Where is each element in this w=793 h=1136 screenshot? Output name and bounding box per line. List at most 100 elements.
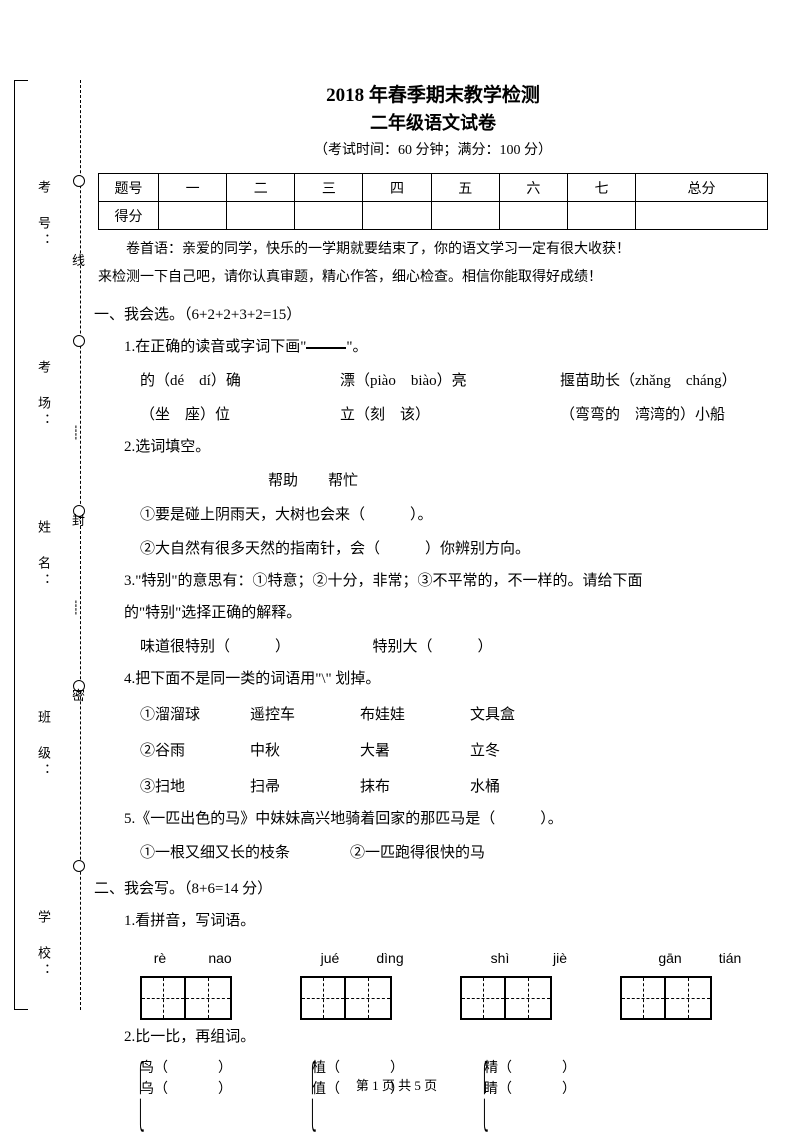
word: 水桶 — [470, 772, 580, 802]
question: 3."特别"的意思有：①特意；②十分，非常；③不平常的，不一样的。请给下面 — [124, 566, 768, 596]
question: 1.看拼音，写词语。 — [124, 906, 768, 936]
question: 2.选词填空。 — [124, 432, 768, 462]
option: 立（刻 该） — [340, 400, 560, 430]
score-cell — [431, 202, 499, 230]
table-row: 得分 — [99, 202, 768, 230]
bracket-icon: ⎧⎩ — [308, 1060, 316, 1136]
q-options-row: 的（dé dí）确 漂（piào biào）亮 揠苗助长（zhǎng cháng… — [140, 366, 768, 396]
bracket-icon: ⎧⎩ — [480, 1060, 488, 1136]
exam-title: 2018 年春季期末教学检测 — [98, 80, 768, 107]
binding-marker: 密 — [72, 685, 85, 704]
option: 的（dé dí）确 — [140, 366, 340, 396]
score-col: 四 — [363, 174, 431, 202]
binding-circle — [73, 335, 85, 347]
question-cont: 的"特别"选择正确的解释。 — [124, 598, 768, 628]
binding-marker: 封 — [72, 510, 85, 529]
score-label: 得分 — [99, 202, 159, 230]
question: 1.在正确的读音或字词下画" "。 — [124, 332, 768, 362]
pinyin: dìng — [370, 944, 410, 972]
score-col: 七 — [567, 174, 635, 202]
question: 4.把下面不是同一类的词语用"\" 划掉。 — [124, 664, 768, 694]
binding-label-id: 考 号： — [34, 180, 53, 250]
pinyin-group: shì jiè — [480, 944, 580, 972]
word: ②谷雨 — [140, 736, 250, 766]
score-cell — [567, 202, 635, 230]
section-2: 二、我会写。（8+6=14 分） 1.看拼音，写词语。 rè nao jué d… — [98, 874, 768, 1100]
word-row: ③扫地 扫帚 抹布 水桶 — [140, 772, 768, 802]
score-cell — [499, 202, 567, 230]
q-items: 味道很特别（ ） 特别大（ ） — [140, 632, 768, 662]
binding-label-class: 班 级： — [34, 710, 53, 780]
question: 5.《一匹出色的马》中妹妹高兴地骑着回家的那匹马是（ ）。 — [124, 804, 768, 834]
section-1: 一、我会选。（6+2+2+3+2=15） 1.在正确的读音或字词下画""。 的（… — [98, 300, 768, 868]
option: 漂（piào biào）亮 — [340, 366, 560, 396]
option: 揠苗助长（zhǎng cháng） — [560, 366, 737, 396]
pinyin: jiè — [540, 944, 580, 972]
score-col: 三 — [295, 174, 363, 202]
word: ①溜溜球 — [140, 700, 250, 730]
score-label: 题号 — [99, 174, 159, 202]
score-cell — [159, 202, 227, 230]
exam-subtitle: 二年级语文试卷 — [98, 109, 768, 135]
pinyin: shì — [480, 944, 520, 972]
word: 布娃娃 — [360, 700, 470, 730]
binding-label-name: 姓 名： — [34, 520, 53, 590]
main-content: 2018 年春季期末教学检测 二年级语文试卷 （考试时间：60 分钟；满分：10… — [98, 80, 768, 1100]
score-cell — [363, 202, 431, 230]
binding-marker: ┊ — [72, 600, 80, 616]
intro-line: 卷首语：亲爱的同学，快乐的一学期就要结束了，你的语文学习一定有很大收获！ — [98, 236, 768, 264]
tian-grid — [620, 976, 712, 1020]
word: 立冬 — [470, 736, 580, 766]
binding-marker: ┊ — [72, 425, 80, 441]
tian-grid — [140, 976, 232, 1020]
pinyin: tián — [710, 944, 750, 972]
q-options-row: （坐 座）位 立（刻 该） （弯弯的 湾湾的）小船 — [140, 400, 768, 430]
pinyin-group: gān tián — [650, 944, 750, 972]
pinyin-group: jué dìng — [310, 944, 410, 972]
word-bank: 帮助 帮忙 — [268, 466, 768, 496]
word: 中秋 — [250, 736, 360, 766]
tian-grid-row — [140, 976, 768, 1020]
word: 扫帚 — [250, 772, 360, 802]
score-table: 题号 一 二 三 四 五 六 七 总分 得分 — [98, 173, 768, 230]
underline-icon — [306, 347, 346, 349]
score-cell — [295, 202, 363, 230]
word: ③扫地 — [140, 772, 250, 802]
section-title: 一、我会选。（6+2+2+3+2=15） — [94, 300, 768, 330]
q-text: 1.在正确的读音或字词下画" — [124, 339, 306, 355]
word-row: ②谷雨 中秋 大暑 立冬 — [140, 736, 768, 766]
score-col: 六 — [499, 174, 567, 202]
sub-question: ①要是碰上阴雨天，大树也会来（ ）。 — [140, 500, 768, 530]
tian-grid — [300, 976, 392, 1020]
score-col: 一 — [159, 174, 227, 202]
score-col: 五 — [431, 174, 499, 202]
bracket-icon: ⎧⎩ — [136, 1060, 144, 1136]
binding-border — [14, 80, 28, 1010]
word: 抹布 — [360, 772, 470, 802]
question: 2.比一比，再组词。 — [124, 1022, 768, 1052]
intro-line: 来检测一下自己吧，请你认真审题，精心作答，细心检查。相信你能取得好成绩！ — [98, 264, 768, 292]
option: （坐 座）位 — [140, 400, 340, 430]
page-footer: 第 1 页 共 5 页 — [0, 1075, 793, 1094]
binding-circle — [73, 860, 85, 872]
pinyin: jué — [310, 944, 350, 972]
binding-label-room: 考 场： — [34, 360, 53, 430]
pinyin: gān — [650, 944, 690, 972]
binding-margin: 考 号： 考 场： 姓 名： 班 级： 学 校： 线 ┊ 封 ┊ 密 — [14, 80, 84, 1010]
binding-label-school: 学 校： — [34, 910, 53, 980]
q-text: "。 — [346, 339, 367, 355]
intro-text: 卷首语：亲爱的同学，快乐的一学期就要结束了，你的语文学习一定有很大收获！ 来检测… — [98, 236, 768, 292]
section-title: 二、我会写。（8+6=14 分） — [94, 874, 768, 904]
q-options: ①一根又细又长的枝条 ②一匹跑得很快的马 — [140, 838, 768, 868]
exam-info: （考试时间：60 分钟；满分：100 分） — [98, 139, 768, 159]
sub-question: ②大自然有很多天然的指南针，会（ ）你辨别方向。 — [140, 534, 768, 564]
score-col: 总分 — [636, 174, 768, 202]
pinyin: rè — [140, 944, 180, 972]
word: 遥控车 — [250, 700, 360, 730]
score-cell — [636, 202, 768, 230]
word: 大暑 — [360, 736, 470, 766]
tian-grid — [460, 976, 552, 1020]
binding-circle — [73, 175, 85, 187]
score-col: 二 — [227, 174, 295, 202]
pinyin: nao — [200, 944, 240, 972]
